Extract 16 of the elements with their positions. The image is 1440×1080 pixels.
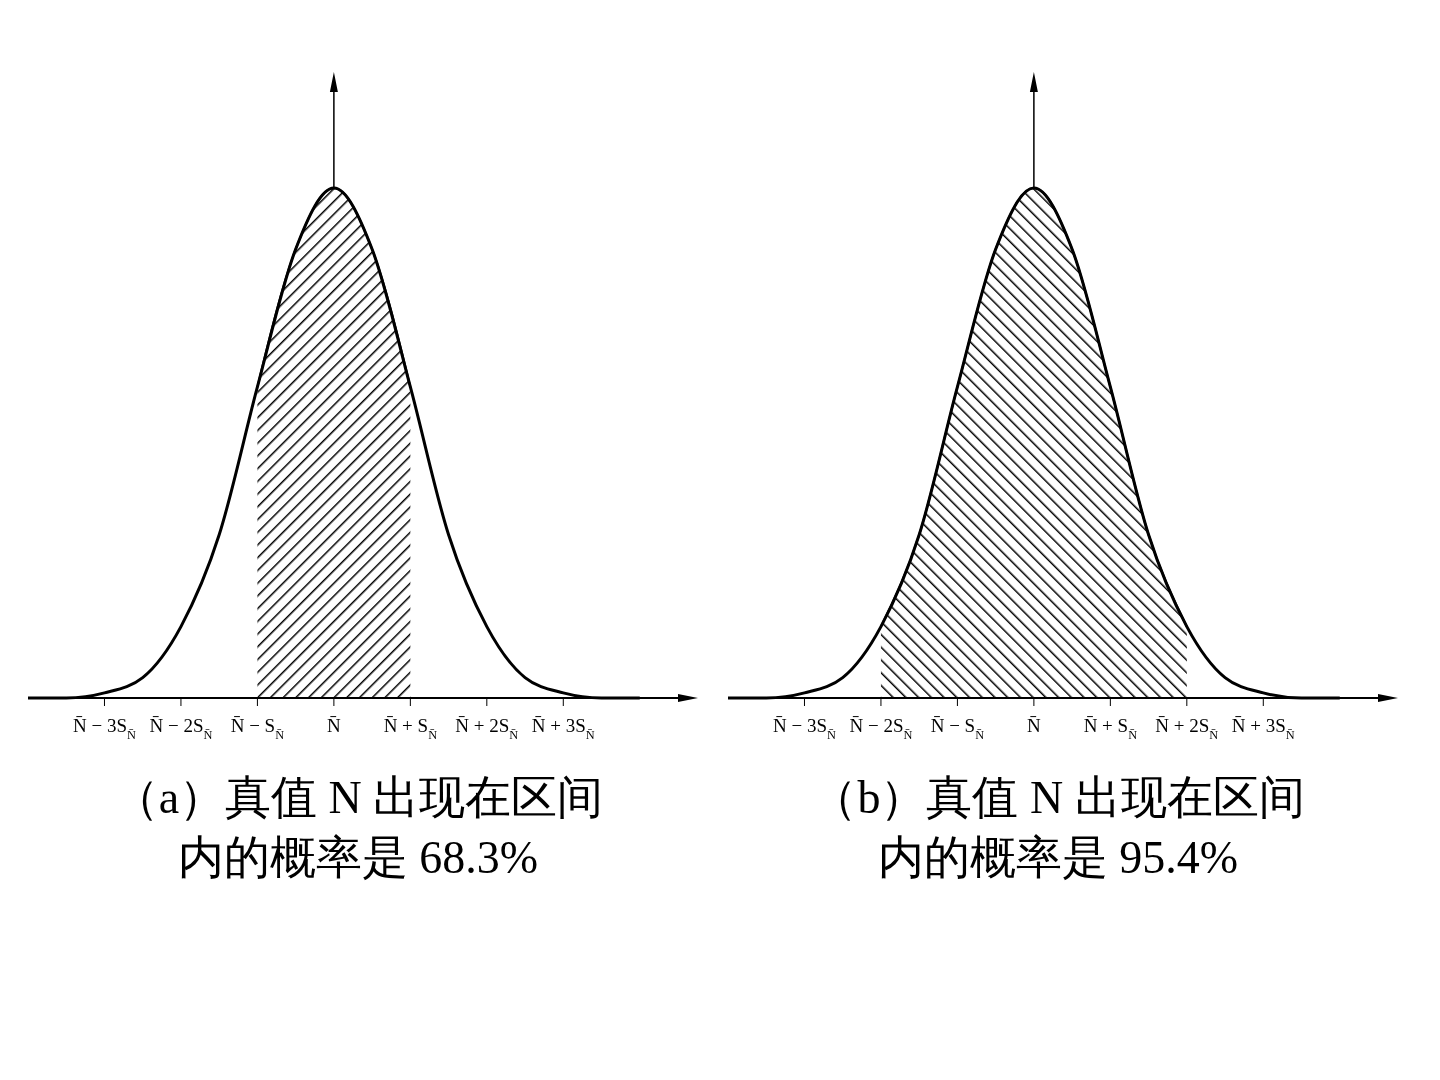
x-tick-label: N̄ + 3S$_{N̄}$ <box>531 715 595 742</box>
x-tick-label: N̄ <box>1027 715 1042 736</box>
x-tick-label: N̄ − 3S$_{N̄}$ <box>73 715 137 742</box>
x-tick-label: N̄ + 2S$_{N̄}$ <box>455 715 519 742</box>
x-tick-label: N̄ + S$_{N̄}$ <box>383 715 438 742</box>
x-tick-label: N̄ − 3S$_{N̄}$ <box>773 715 837 742</box>
text: （a）真值 N 出现在区间内的概率是 68.3% <box>111 771 605 885</box>
x-tick-label: N̄ + 2S$_{N̄}$ <box>1155 715 1219 742</box>
text: （b）真值 N 出现在区间内的概率是 95.4% <box>810 771 1306 885</box>
x-tick-label: N̄ − S$_{N̄}$ <box>930 715 985 742</box>
x-tick-label: N̄ − 2S$_{N̄}$ <box>849 715 913 742</box>
x-tick-label: N̄ − 2S$_{N̄}$ <box>149 715 213 742</box>
x-tick-label: N̄ + 3S$_{N̄}$ <box>1231 715 1295 742</box>
x-tick-label: N̄ − S$_{N̄}$ <box>230 715 285 742</box>
x-tick-label: N̄ + S$_{N̄}$ <box>1083 715 1138 742</box>
x-tick-label: N̄ <box>327 715 342 736</box>
